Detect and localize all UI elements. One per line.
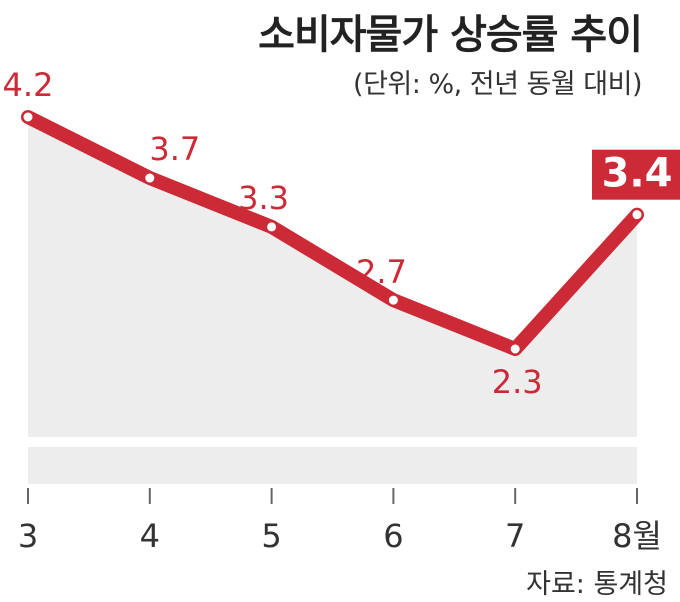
data-point-1 xyxy=(143,171,157,185)
data-point-5 xyxy=(630,208,644,222)
x-axis xyxy=(27,488,638,504)
tick-label-layer: 3 4 5 6 7 8월 xyxy=(18,517,662,555)
data-point-3 xyxy=(386,293,400,307)
x-tick-label-3: 6 xyxy=(383,517,403,555)
data-label-1: 3.7 xyxy=(149,130,200,168)
data-label-2: 3.3 xyxy=(238,179,289,217)
x-tick-label-4: 7 xyxy=(505,517,525,555)
x-tick-label-2: 5 xyxy=(261,517,281,555)
point-layer xyxy=(21,110,644,356)
data-label-4: 2.3 xyxy=(492,363,543,401)
x-tick-label-0: 3 xyxy=(18,517,38,555)
data-label-layer: 4.2 3.7 3.3 2.7 2.3 3.4 xyxy=(3,66,680,401)
data-label-5: 3.4 xyxy=(602,151,673,197)
highlight-label-bg xyxy=(592,149,680,200)
line-layer xyxy=(21,110,644,356)
x-tick-label-5: 8월 xyxy=(612,517,662,555)
baseline-band xyxy=(28,447,637,484)
source-note: 자료: 통계청 xyxy=(526,569,668,600)
data-point-0 xyxy=(21,110,35,124)
data-point-2 xyxy=(265,220,279,234)
area-layer xyxy=(28,117,637,484)
x-tick-label-1: 4 xyxy=(140,517,160,555)
chart-title: 소비자물가 상승률 추이 xyxy=(258,12,643,58)
data-label-3: 2.7 xyxy=(356,253,407,291)
chart-subtitle: (단위: %, 전년 동월 대비) xyxy=(353,69,642,100)
data-point-4 xyxy=(508,342,522,356)
data-label-0: 4.2 xyxy=(3,66,54,104)
series-line xyxy=(21,110,644,356)
